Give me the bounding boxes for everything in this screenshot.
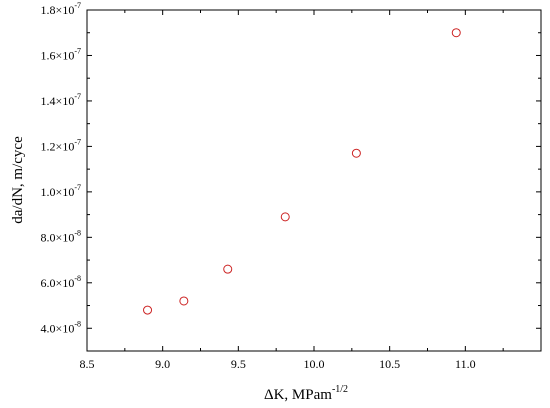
x-tick-label: 9.5 — [231, 357, 246, 371]
x-tick-label: 8.5 — [80, 357, 95, 371]
data-point — [223, 264, 233, 274]
y-tick-label-mantissa: 4.0×10 — [41, 321, 75, 335]
y-tick-label: 1.2×10-7 — [41, 137, 81, 153]
y-tick-label-mantissa: 8.0×10 — [41, 230, 75, 244]
y-tick-label-mantissa: 1.6×10 — [41, 48, 75, 62]
data-point — [451, 28, 461, 38]
x-tick-label: 9.0 — [155, 357, 170, 371]
plot-area: 8.5 9.0 9.5 10.0 10.5 11.04.0×10-86.0×10-88.0… — [41, 1, 542, 371]
y-tick-label: 8.0×10-8 — [41, 228, 81, 244]
x-tick-label: 10.5 — [379, 357, 400, 371]
x-tick-label: 10.0 — [304, 357, 325, 371]
y-tick-label-exponent: -7 — [74, 92, 81, 101]
y-tick-label: 4.0×10-8 — [41, 319, 81, 335]
x-axis-title-exponent: -1/2 — [332, 384, 348, 395]
data-point — [179, 296, 189, 306]
y-tick-label-mantissa: 1.0×10 — [41, 185, 75, 199]
data-point — [143, 305, 153, 315]
x-tick-label: 11.0 — [455, 357, 476, 371]
y-tick-label-mantissa: 1.2×10 — [41, 139, 75, 153]
x-axis-title: ΔK, MPam-1/2 — [264, 384, 348, 403]
data-point — [351, 148, 361, 158]
y-tick-label-exponent: -7 — [74, 183, 81, 192]
y-tick-label: 6.0×10-8 — [41, 274, 81, 290]
y-tick-label-mantissa: 1.4×10 — [41, 94, 75, 108]
x-axis-title-text: ΔK, MPam — [264, 387, 332, 403]
y-tick-label: 1.0×10-7 — [41, 183, 81, 199]
y-tick-label: 1.4×10-7 — [41, 92, 81, 108]
y-tick-label-exponent: -7 — [74, 1, 81, 10]
y-tick-label-exponent: -8 — [74, 228, 81, 237]
plot-frame — [86, 9, 542, 352]
y-tick-label-exponent: -8 — [74, 274, 81, 283]
data-point — [280, 212, 290, 222]
y-axis-title: da/dN, m/cyce — [10, 136, 26, 224]
y-tick-label-exponent: -8 — [74, 319, 81, 328]
y-tick-label-exponent: -7 — [74, 46, 81, 55]
y-tick-label: 1.6×10-7 — [41, 46, 81, 62]
y-tick-label-mantissa: 1.8×10 — [41, 3, 75, 17]
y-tick-label-exponent: -7 — [74, 137, 81, 146]
y-tick-label-mantissa: 6.0×10 — [41, 276, 75, 290]
y-tick-label: 1.8×10-7 — [41, 1, 81, 17]
